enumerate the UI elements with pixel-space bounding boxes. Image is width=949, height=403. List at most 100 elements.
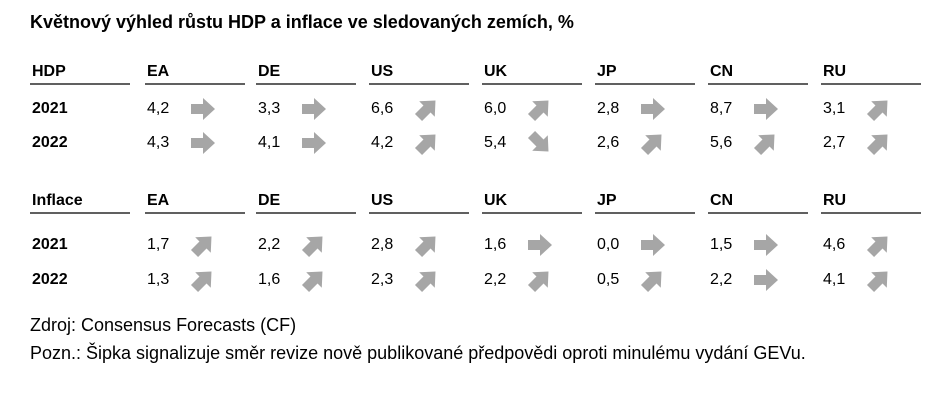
cell-value: 4,6 — [823, 236, 845, 253]
cell-value: 6,6 — [371, 100, 393, 117]
revision-arrow — [527, 130, 549, 152]
revision-arrow — [302, 98, 326, 120]
column-header: DE — [258, 192, 281, 209]
arrow-shape — [191, 98, 215, 120]
row-label: 2022 — [32, 134, 68, 151]
arrow-shape — [414, 100, 436, 122]
column-header: JP — [597, 192, 617, 209]
cell-value: 2,2 — [710, 271, 732, 288]
column-header: JP — [597, 63, 617, 80]
cell-value: 2,2 — [258, 236, 280, 253]
note: Pozn.: Šipka signalizuje směr revize nov… — [30, 343, 806, 363]
revision-arrow — [640, 271, 662, 293]
column-header: UK — [484, 63, 508, 80]
cell-value: 3,1 — [823, 100, 845, 117]
revision-arrow — [640, 134, 662, 156]
title: Květnový výhled růstu HDP a inflace ve s… — [30, 12, 574, 32]
column-header: HDP — [32, 63, 66, 80]
cell-value: 4,2 — [371, 134, 393, 151]
revision-arrow — [641, 234, 665, 256]
cell-value: 0,0 — [597, 236, 619, 253]
column-header: DE — [258, 63, 281, 80]
column-header: CN — [710, 63, 733, 80]
row-label: 2021 — [32, 236, 68, 253]
arrow-shape — [527, 130, 549, 152]
cell-value: 4,1 — [258, 134, 280, 151]
column-header: EA — [147, 192, 170, 209]
revision-arrow — [753, 134, 775, 156]
revision-arrow — [866, 271, 888, 293]
column-header: UK — [484, 192, 508, 209]
revision-arrow — [866, 236, 888, 258]
cell-value: 1,6 — [258, 271, 280, 288]
revision-arrow — [414, 100, 436, 122]
cell-value: 5,6 — [710, 134, 732, 151]
cell-value: 2,6 — [597, 134, 619, 151]
cell-value: 4,1 — [823, 271, 845, 288]
cell-value: 1,3 — [147, 271, 169, 288]
arrow-shape — [641, 98, 665, 120]
column-header: EA — [147, 63, 170, 80]
arrow-shape — [302, 98, 326, 120]
cell-value: 0,5 — [597, 271, 619, 288]
arrow-shape — [753, 134, 775, 156]
arrow-shape — [866, 100, 888, 122]
arrow-shape — [754, 234, 778, 256]
column-header: RU — [823, 192, 846, 209]
arrow-shape — [414, 236, 436, 258]
cell-value: 4,3 — [147, 134, 169, 151]
cell-value: 1,5 — [710, 236, 732, 253]
arrow-shape — [640, 134, 662, 156]
arrow-shape — [301, 271, 323, 293]
revision-arrow — [190, 271, 212, 293]
arrow-shape — [414, 134, 436, 156]
cell-value: 2,8 — [371, 236, 393, 253]
column-header: RU — [823, 63, 846, 80]
column-header: US — [371, 63, 394, 80]
cell-value: 8,7 — [710, 100, 732, 117]
arrow-shape — [528, 234, 552, 256]
revision-arrow — [301, 236, 323, 258]
source: Zdroj: Consensus Forecasts (CF) — [30, 315, 297, 335]
revision-arrow — [302, 132, 326, 154]
revision-arrow — [754, 98, 778, 120]
cell-value: 1,7 — [147, 236, 169, 253]
cell-value: 1,6 — [484, 236, 506, 253]
arrow-shape — [641, 234, 665, 256]
tables: Květnový výhled růstu HDP a inflace ve s… — [30, 12, 921, 293]
arrow-shape — [754, 269, 778, 291]
revision-arrow — [527, 271, 549, 293]
row-label: 2022 — [32, 271, 68, 288]
revision-arrow — [641, 98, 665, 120]
arrow-shape — [866, 236, 888, 258]
cell-value: 5,4 — [484, 134, 506, 151]
cell-value: 6,0 — [484, 100, 506, 117]
row-label: 2021 — [32, 100, 68, 117]
revision-arrow — [528, 234, 552, 256]
column-header: CN — [710, 192, 733, 209]
column-header: Inflace — [32, 192, 83, 209]
arrow-shape — [302, 132, 326, 154]
arrow-shape — [190, 271, 212, 293]
arrow-shape — [527, 100, 549, 122]
arrow-shape — [640, 271, 662, 293]
revision-arrow — [754, 234, 778, 256]
revision-arrow — [191, 132, 215, 154]
arrow-shape — [527, 271, 549, 293]
revision-arrow — [414, 271, 436, 293]
arrow-shape — [301, 236, 323, 258]
revision-arrow — [754, 269, 778, 291]
revision-arrow — [414, 134, 436, 156]
cell-value: 3,3 — [258, 100, 280, 117]
revision-arrow — [301, 271, 323, 293]
revision-arrow — [866, 134, 888, 156]
column-header: US — [371, 192, 394, 209]
arrow-shape — [414, 271, 436, 293]
revision-arrow — [191, 98, 215, 120]
revision-arrow — [527, 100, 549, 122]
cell-value: 2,8 — [597, 100, 619, 117]
revision-arrow — [190, 236, 212, 258]
cell-value: 2,7 — [823, 134, 845, 151]
revision-arrow — [414, 236, 436, 258]
